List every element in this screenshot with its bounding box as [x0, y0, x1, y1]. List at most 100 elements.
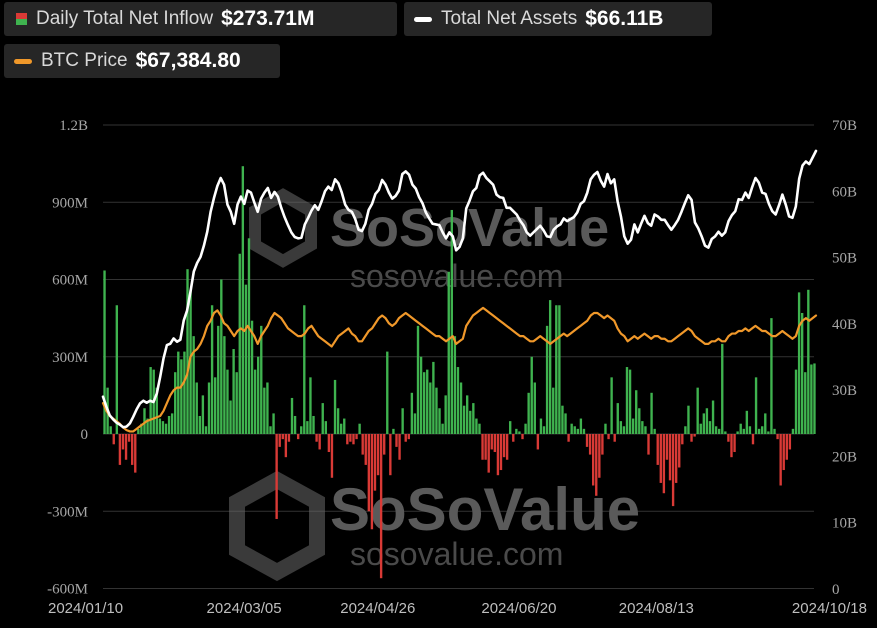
inflow-bar [782, 434, 785, 471]
legend-inflow-value: $273.71M [221, 7, 315, 30]
inflow-bar [690, 434, 693, 442]
legend-btc-value: $67,384.80 [135, 49, 241, 72]
x-tick-label: 2024/04/26 [340, 600, 415, 617]
inflow-bar [204, 426, 208, 434]
inflow-bar [207, 382, 211, 434]
inflow-bar [705, 408, 709, 434]
inflow-bar [355, 434, 358, 440]
inflow-bar [674, 434, 678, 483]
inflow-bar [250, 320, 254, 434]
inflow-bar [164, 423, 168, 434]
right-tick-label: 40B [832, 317, 857, 333]
inflow-bar [226, 369, 229, 435]
inflow-bar [684, 426, 687, 434]
btc-line-icon [14, 58, 32, 64]
inflow-bar [410, 392, 414, 434]
inflow-bar [118, 434, 122, 465]
inflow-bar [330, 434, 334, 478]
inflow-bar [518, 431, 521, 434]
left-tick-label: 300M [52, 350, 88, 366]
right-tick-label: 70B [832, 118, 857, 134]
inflow-bar [367, 434, 371, 512]
inflow-bar [198, 415, 201, 434]
inflow-bar [631, 418, 635, 434]
inflow-swatch-icon [16, 13, 27, 25]
inflow-bar [429, 382, 432, 434]
legend-inflow[interactable]: Daily Total Net Inflow $273.71M [4, 2, 397, 36]
inflow-bar [751, 434, 755, 445]
inflow-bar [512, 434, 515, 442]
inflow-bar [438, 408, 441, 434]
inflow-bar [545, 325, 549, 434]
legend-btc[interactable]: BTC Price $67,384.80 [4, 44, 280, 78]
inflow-bar [558, 305, 561, 434]
inflow-bar [358, 423, 361, 434]
inflow-bar [481, 434, 484, 460]
inflow-bar [253, 369, 257, 435]
inflow-bar [564, 413, 567, 434]
inflow-bar [484, 434, 487, 460]
inflow-bar [447, 271, 450, 434]
inflow-bar [588, 434, 592, 455]
inflow-bar [180, 359, 183, 434]
right-tick-label: 60B [832, 184, 857, 200]
legend-assets[interactable]: Total Net Assets $66.11B [404, 2, 712, 36]
x-tick-label: 2024/03/05 [207, 600, 282, 617]
inflow-bar [137, 428, 140, 434]
inflow-bar [213, 377, 217, 434]
inflow-bar [134, 434, 137, 473]
inflow-bar [146, 418, 149, 434]
inflow-bar [527, 392, 530, 434]
inflow-bar [539, 418, 543, 434]
inflow-bar [324, 421, 327, 435]
inflow-bar [284, 434, 288, 458]
inflow-bar [487, 434, 490, 473]
left-tick-label: 900M [52, 195, 88, 211]
inflow-bar [610, 377, 613, 434]
inflow-bar [773, 428, 776, 434]
inflow-bar [257, 356, 260, 434]
inflow-bar [229, 400, 232, 434]
inflow-bar [444, 395, 447, 435]
inflow-bar [607, 434, 610, 440]
inflow-bar [681, 434, 684, 445]
inflow-bar [143, 408, 146, 434]
inflow-bar [223, 336, 226, 434]
inflow-bar [349, 434, 352, 442]
legend-inflow-label: Daily Total Net Inflow [36, 8, 214, 29]
inflow-bar [813, 363, 816, 434]
inflow-bar [721, 343, 724, 435]
inflow-bar [748, 426, 752, 434]
inflow-bar [389, 434, 392, 476]
inflow-bar [641, 421, 644, 435]
right-tick-label: 50B [832, 251, 857, 267]
inflow-bar [238, 253, 241, 434]
watermark: SoSoValue sosovalue.com SoSoValue sosova… [229, 188, 640, 582]
inflow-bar [530, 356, 533, 434]
inflow-bar [570, 423, 573, 434]
inflow-bar [333, 379, 337, 434]
inflow-bar [312, 415, 315, 434]
inflow-bar [490, 434, 493, 450]
inflow-bar [552, 387, 555, 434]
inflow-bar [339, 423, 343, 434]
inflow-bar [687, 405, 690, 434]
right-axis: 70B 60B 50B 40B 30B 20B 10B 0 [832, 118, 857, 598]
inflow-bar [220, 279, 223, 434]
watermark-logo-bottom-icon [229, 470, 325, 582]
inflow-bar [807, 289, 810, 434]
inflow-bar [619, 421, 623, 435]
inflow-bar [398, 434, 401, 460]
inflow-bar [693, 434, 696, 437]
inflow-bar [521, 434, 524, 440]
inflow-bar [352, 434, 355, 445]
x-tick-label: 2024/01/10 [48, 600, 123, 617]
inflow-bar [739, 423, 742, 434]
inflow-bar [668, 434, 672, 481]
assets-line-icon [414, 16, 432, 22]
inflow-bar [315, 434, 318, 442]
inflow-bar [542, 426, 546, 434]
inflow-bar [797, 292, 801, 435]
inflow-bar [733, 434, 736, 453]
inflow-bar [711, 400, 715, 434]
